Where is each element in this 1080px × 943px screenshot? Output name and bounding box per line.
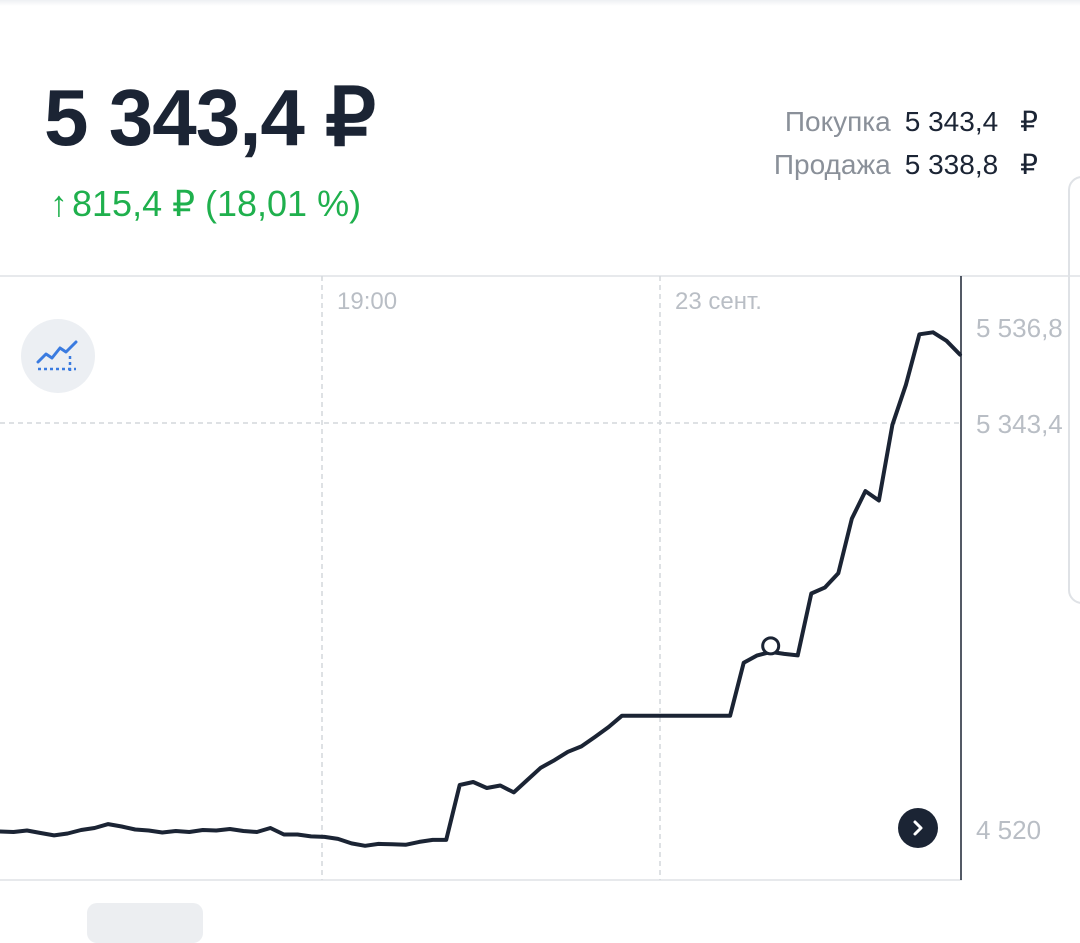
price-series-line — [0, 330, 962, 848]
price-change: ↑ 815,4 ₽ (18,01 %) — [50, 186, 361, 222]
bottom-sheet-tab[interactable] — [87, 903, 203, 943]
current-price: 5 343,4 ₽ — [44, 73, 376, 162]
chevron-right-icon — [913, 820, 923, 836]
x-tick-label-0: 19:00 — [337, 288, 397, 315]
y-tick-label-2: 4 520 — [976, 815, 1041, 845]
y-tick-label-0: 5 536,8 — [976, 313, 1063, 343]
trend-analysis-icon — [36, 340, 78, 374]
buy-currency: ₽ — [1020, 106, 1038, 137]
y-tick-label-1: 5 343,4 — [976, 409, 1063, 439]
sell-value: 5 338,8 — [904, 149, 999, 180]
top-fade — [0, 0, 1080, 6]
buy-row: Покупка 5 343,4 ₽ — [774, 100, 1038, 143]
arrow-up-icon: ↑ — [50, 183, 68, 224]
buy-label: Покупка — [784, 106, 891, 137]
buy-value: 5 343,4 — [904, 106, 999, 137]
event-marker[interactable] — [761, 636, 781, 656]
sell-label: Продажа — [773, 149, 891, 180]
x-tick-label-1: 23 сент. — [675, 288, 762, 315]
sell-currency: ₽ — [1020, 149, 1038, 180]
quotes-panel: Покупка 5 343,4 ₽ Продажа 5 338,8 ₽ — [774, 100, 1038, 186]
next-button[interactable] — [898, 808, 938, 848]
price-change-value: 815,4 ₽ (18,01 %) — [72, 183, 362, 224]
chart-tool-button[interactable] — [21, 319, 95, 393]
sell-row: Продажа 5 338,8 ₽ — [774, 143, 1038, 186]
